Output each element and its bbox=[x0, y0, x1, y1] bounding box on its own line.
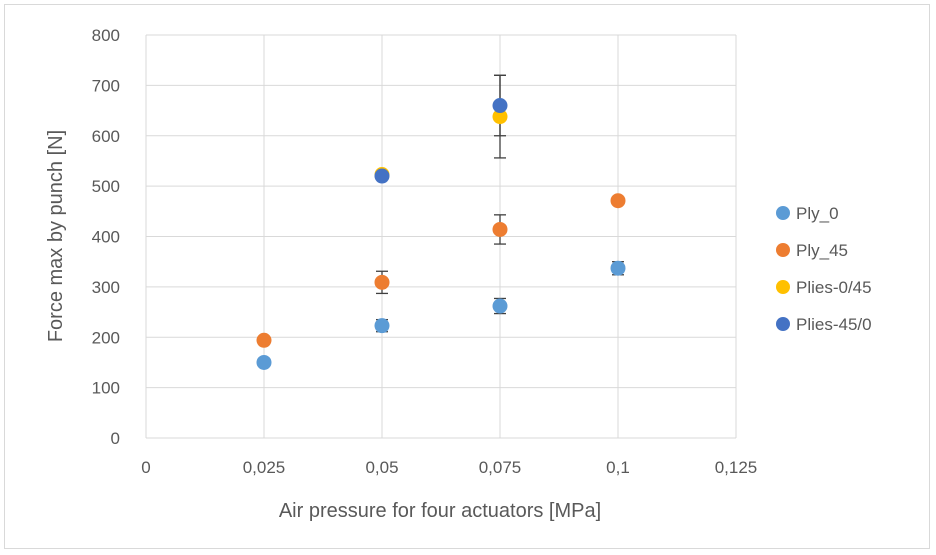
legend-marker bbox=[776, 317, 790, 331]
y-tick-labels: 0 100 200 300 400 500 600 700 800 bbox=[92, 26, 120, 448]
legend-label: Plies-0/45 bbox=[796, 278, 872, 297]
x-tick-label: 0,1 bbox=[606, 458, 630, 477]
legend-marker bbox=[776, 206, 790, 220]
x-tick-label: 0,025 bbox=[243, 458, 286, 477]
legend-label: Plies-45/0 bbox=[796, 315, 872, 334]
x-tick-label: 0 bbox=[141, 458, 150, 477]
data-point bbox=[492, 221, 508, 237]
y-tick-label: 100 bbox=[92, 379, 120, 398]
y-tick-label: 800 bbox=[92, 26, 120, 45]
data-point bbox=[374, 274, 390, 290]
y-tick-label: 700 bbox=[92, 76, 120, 95]
legend: Ply_0 Ply_45 Plies-0/45 Plies-45/0 bbox=[776, 204, 872, 334]
y-tick-label: 200 bbox=[92, 328, 120, 347]
data-point bbox=[610, 260, 626, 276]
gridlines bbox=[145, 34, 737, 439]
data-point bbox=[256, 354, 272, 370]
legend-label: Ply_45 bbox=[796, 241, 848, 260]
legend-marker bbox=[776, 243, 790, 257]
x-axis-title: Air pressure for four actuators [MPa] bbox=[279, 500, 601, 522]
x-tick-label: 0,075 bbox=[479, 458, 522, 477]
x-tick-label: 0,125 bbox=[715, 458, 758, 477]
y-tick-label: 0 bbox=[111, 429, 120, 448]
data-point bbox=[374, 168, 390, 184]
data-point bbox=[492, 98, 508, 114]
data-point bbox=[610, 193, 626, 209]
x-tick-label: 0,05 bbox=[365, 458, 398, 477]
y-axis-title: Force max by punch [N] bbox=[45, 130, 67, 342]
chart-frame bbox=[4, 4, 930, 549]
legend-label: Ply_0 bbox=[796, 204, 839, 223]
x-tick-labels: 0 0,025 0,05 0,075 0,1 0,125 bbox=[141, 458, 757, 477]
y-tick-label: 300 bbox=[92, 278, 120, 297]
data-point bbox=[492, 109, 508, 125]
data-point bbox=[492, 298, 508, 314]
data-points bbox=[256, 98, 626, 370]
y-tick-label: 600 bbox=[92, 127, 120, 146]
data-point bbox=[256, 332, 272, 348]
y-tick-label: 500 bbox=[92, 177, 120, 196]
legend-marker bbox=[776, 280, 790, 294]
data-point bbox=[374, 318, 390, 334]
y-tick-label: 400 bbox=[92, 228, 120, 247]
